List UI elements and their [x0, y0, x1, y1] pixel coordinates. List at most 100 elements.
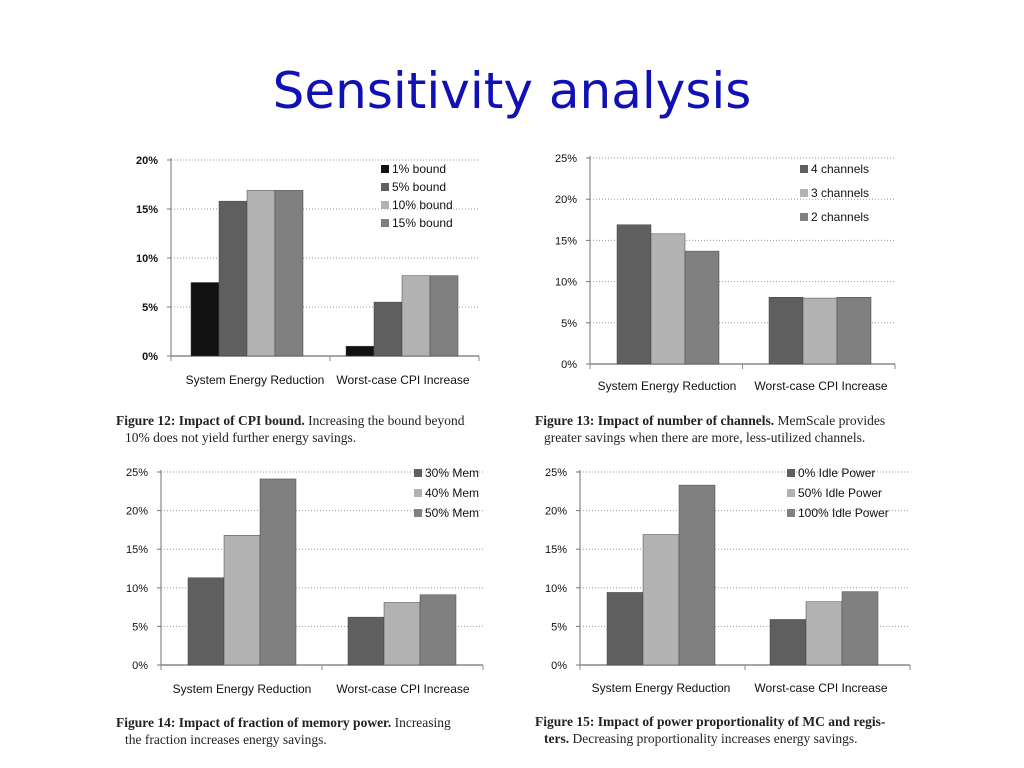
- x-category-label: Worst-case CPI Increase: [754, 681, 887, 695]
- x-category-label: System Energy Reduction: [186, 373, 325, 387]
- bar-cpi-2: [802, 297, 838, 365]
- y-tick-label: 5%: [142, 302, 158, 314]
- bar-cpi-1: [768, 297, 804, 365]
- x-category-label: Worst-case CPI Increase: [754, 379, 887, 393]
- bar-energy-4: [274, 190, 304, 357]
- legend-swatch: [381, 183, 389, 191]
- legend-swatch: [414, 469, 422, 477]
- y-tick-label: 0%: [142, 351, 158, 363]
- legend-swatch: [787, 509, 795, 517]
- legend-swatch: [787, 469, 795, 477]
- legend-swatch: [381, 201, 389, 209]
- legend-swatch: [381, 219, 389, 227]
- y-tick-label: 10%: [555, 277, 577, 289]
- y-tick-label: 5%: [551, 621, 567, 633]
- bar-energy-1: [606, 592, 644, 666]
- bar-energy-2: [223, 535, 261, 666]
- y-tick-label: 25%: [126, 467, 148, 479]
- figure-14-chart: 0% 5% 10% 15% 20% 25% System Energy Reduction W…: [126, 466, 484, 696]
- bar-energy-3: [259, 478, 297, 666]
- legend-label: 40% Mem: [425, 486, 479, 500]
- figure-14-panel: 0% 5% 10% 15% 20% 25% System Energy Reduction W…: [106, 462, 491, 702]
- bar-cpi-1: [347, 616, 385, 666]
- x-category-label: Worst-case CPI Increase: [336, 682, 469, 696]
- y-tick-label: 15%: [126, 544, 148, 556]
- bar-energy-1: [616, 224, 652, 365]
- y-tick-label: 10%: [545, 583, 567, 595]
- legend-label: 2 channels: [811, 210, 869, 224]
- figure-13-caption: Figure 13: Impact of number of channels.…: [535, 412, 935, 446]
- x-category-label: System Energy Reduction: [592, 681, 731, 695]
- y-tick-label: 15%: [136, 204, 158, 216]
- bar-cpi-1: [345, 345, 375, 357]
- bar-cpi-3: [419, 594, 457, 666]
- figure-15-caption: Figure 15: Impact of power proportionali…: [535, 713, 935, 747]
- x-category-label: System Energy Reduction: [173, 682, 312, 696]
- y-tick-label: 5%: [561, 318, 577, 330]
- figure-12-panel: 0% 5% 10% 15% 20% System Energy Reduction Wors…: [106, 150, 491, 390]
- bar-energy-2: [650, 233, 686, 365]
- caption-text: MemScale provides: [777, 413, 886, 428]
- figure-13-chart: 0% 5% 10% 15% 20% 25% System Energy Reduction W…: [555, 153, 896, 393]
- legend-label: 15% bound: [392, 216, 453, 230]
- y-tick-label: 0%: [561, 359, 577, 371]
- legend-label: 30% Mem: [425, 466, 479, 480]
- y-tick-label: 0%: [132, 660, 148, 672]
- legend-swatch: [414, 509, 422, 517]
- bar-energy-3: [246, 190, 276, 357]
- y-tick-label: 20%: [126, 506, 148, 518]
- figure-12-caption: Figure 12: Impact of CPI bound. Increasi…: [116, 412, 516, 446]
- legend-swatch: [381, 165, 389, 173]
- bar-cpi-3: [401, 275, 431, 357]
- bar-energy-3: [678, 484, 716, 666]
- y-tick-label: 10%: [136, 253, 158, 265]
- y-tick-label: 20%: [136, 155, 158, 167]
- legend-label: 50% Idle Power: [798, 486, 882, 500]
- legend-label: 5% bound: [392, 180, 446, 194]
- caption-lead: Figure 12: Impact of CPI bound.: [116, 413, 305, 428]
- legend-label: 10% bound: [392, 198, 453, 212]
- legend-label: 3 channels: [811, 186, 869, 200]
- legend-label: 4 channels: [811, 162, 869, 176]
- caption-line2: greater savings when there are more, les…: [544, 430, 866, 445]
- y-tick-label: 20%: [555, 194, 577, 206]
- bar-energy-2: [642, 534, 680, 666]
- bar-energy-1: [187, 577, 225, 666]
- y-tick-label: 10%: [126, 583, 148, 595]
- bar-energy-3: [684, 250, 720, 365]
- legend-label: 0% Idle Power: [798, 466, 875, 480]
- y-tick-label: 25%: [555, 153, 577, 165]
- y-tick-label: 5%: [132, 621, 148, 633]
- caption-line2: the fraction increases energy savings.: [125, 732, 327, 747]
- caption-lead: Figure 15: Impact of power proportionali…: [535, 714, 886, 729]
- figure-15-chart: 0% 5% 10% 15% 20% 25% System Energy Reduction W…: [545, 466, 911, 695]
- legend-label: 1% bound: [392, 162, 446, 176]
- bar-cpi-2: [373, 301, 403, 357]
- bar-cpi-2: [383, 602, 421, 666]
- bar-cpi-1: [769, 619, 807, 666]
- slide-title: Sensitivity analysis: [272, 62, 752, 120]
- y-tick-label: 15%: [555, 235, 577, 247]
- x-category-label: Worst-case CPI Increase: [336, 373, 469, 387]
- caption-line2: 10% does not yield further energy saving…: [125, 430, 357, 445]
- figure-15-panel: 0% 5% 10% 15% 20% 25% System Energy Reduction W…: [525, 462, 911, 702]
- bar-energy-1: [190, 282, 220, 357]
- figure-12-chart: 0% 5% 10% 15% 20% System Energy Reduction Wors…: [136, 155, 480, 387]
- y-tick-label: 0%: [551, 660, 567, 672]
- caption-text: Increasing: [394, 715, 451, 730]
- figure-14-caption: Figure 14: Impact of fraction of memory …: [116, 714, 516, 748]
- legend-swatch: [414, 489, 422, 497]
- caption-line2-lead: ters.: [544, 731, 570, 746]
- legend-swatch: [800, 213, 808, 221]
- legend-swatch: [787, 489, 795, 497]
- legend-label: 100% Idle Power: [798, 506, 889, 520]
- legend-label: 50% Mem: [425, 506, 479, 520]
- caption-line2: Decreasing proportionality increases ene…: [572, 731, 858, 746]
- bar-energy-2: [218, 200, 248, 357]
- bar-cpi-3: [841, 591, 879, 666]
- caption-text: Increasing the bound beyond: [308, 413, 465, 428]
- y-tick-label: 15%: [545, 544, 567, 556]
- caption-lead: Figure 14: Impact of fraction of memory …: [116, 715, 392, 730]
- bar-cpi-3: [836, 297, 872, 365]
- legend-swatch: [800, 189, 808, 197]
